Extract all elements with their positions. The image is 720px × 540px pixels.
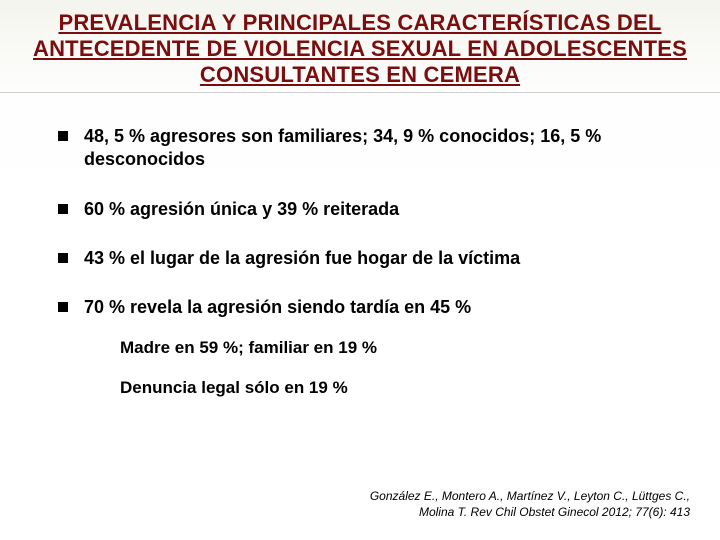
bullet-marker-icon: [58, 302, 68, 312]
bullet-marker-icon: [58, 204, 68, 214]
bullet-text: 60 % agresión única y 39 % reiterada: [84, 198, 399, 221]
content-region: 48, 5 % agresores son familiares; 34, 9 …: [0, 93, 720, 398]
slide-title: PREVALENCIA Y PRINCIPALES CARACTERÍSTICA…: [22, 10, 698, 88]
sub-bullet-text: Denuncia legal sólo en 19 %: [120, 378, 672, 398]
bullet-text: 70 % revela la agresión siendo tardía en…: [84, 296, 471, 319]
citation-line: González E., Montero A., Martínez V., Le…: [300, 488, 690, 504]
bullet-item: 60 % agresión única y 39 % reiterada: [58, 198, 672, 221]
bullet-text: 43 % el lugar de la agresión fue hogar d…: [84, 247, 520, 270]
bullet-marker-icon: [58, 131, 68, 141]
bullet-item: 70 % revela la agresión siendo tardía en…: [58, 296, 672, 319]
bullet-marker-icon: [58, 253, 68, 263]
bullet-item: 43 % el lugar de la agresión fue hogar d…: [58, 247, 672, 270]
sub-bullets-region: Madre en 59 %; familiar en 19 % Denuncia…: [58, 338, 672, 398]
slide-container: PREVALENCIA Y PRINCIPALES CARACTERÍSTICA…: [0, 0, 720, 540]
bullet-text: 48, 5 % agresores son familiares; 34, 9 …: [84, 125, 672, 172]
title-region: PREVALENCIA Y PRINCIPALES CARACTERÍSTICA…: [0, 10, 720, 93]
bullet-item: 48, 5 % agresores son familiares; 34, 9 …: [58, 125, 672, 172]
citation: González E., Montero A., Martínez V., Le…: [300, 488, 690, 520]
citation-line: Molina T. Rev Chil Obstet Ginecol 2012; …: [300, 504, 690, 520]
sub-bullet-text: Madre en 59 %; familiar en 19 %: [120, 338, 672, 358]
